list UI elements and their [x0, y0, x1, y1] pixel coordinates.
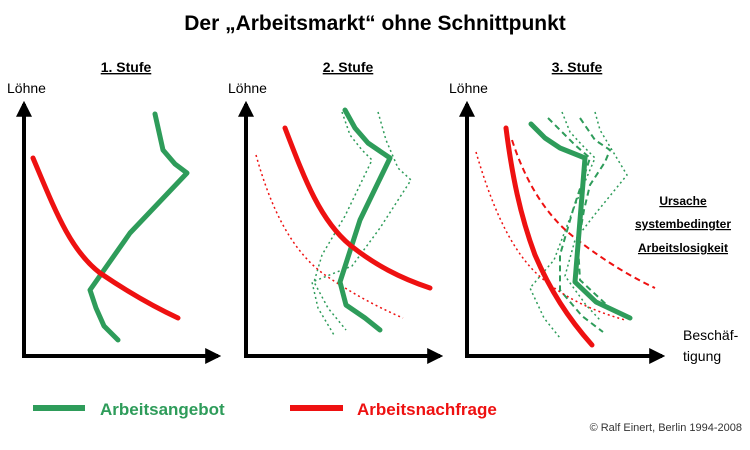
panel-3-y-axis-label: Löhne [449, 80, 488, 96]
panel-1-demand-curve [30, 155, 181, 321]
x-axis-label-line-1: Beschäf- [683, 327, 739, 343]
panel-3-dashed-supply-curve-2 [547, 117, 604, 333]
panel-3-dotted-supply-curve-2 [529, 111, 596, 339]
copyright-text: © Ralf Einert, Berlin 1994-2008 [590, 422, 742, 434]
annotation-line-2: systembedingter [635, 217, 731, 231]
panel-3-dotted-supply-curve-1 [564, 111, 628, 321]
panel-2-shifted-supply-curve-2 [313, 111, 373, 331]
panel-3-supply-curve [528, 121, 633, 321]
panel-3-axes [459, 100, 666, 364]
x-axis-label-line-2: tigung [683, 348, 721, 364]
panel-2-supply-curve [337, 107, 393, 333]
panel-1-supply-curve [87, 111, 190, 343]
panel-3-demand-curve [503, 125, 595, 348]
panel-2-shifted-supply-curve-1 [311, 111, 412, 336]
annotation-line-1: Ursache [659, 194, 707, 208]
panel-1-heading: 1. Stufe [101, 59, 152, 75]
panel-2-shifted-demand-curve [255, 154, 404, 319]
diagram-title: Der „Arbeitsmarkt“ ohne Schnittpunkt [184, 12, 566, 35]
panel-1-axes [16, 100, 222, 364]
panel-3-dotted-demand-curve [475, 151, 626, 321]
panel-2-y-axis-label: Löhne [228, 80, 267, 96]
panel-2-axes [238, 100, 444, 364]
legend-demand-label: Arbeitsnachfrage [357, 400, 497, 419]
panel-3-dashed-supply-curve-1 [576, 117, 631, 319]
panel-1-y-axis-label: Löhne [7, 80, 46, 96]
annotation-line-3: Arbeitslosigkeit [638, 241, 728, 255]
panel-3-dashed-demand-curve [511, 139, 656, 289]
legend-supply-label: Arbeitsangebot [100, 400, 225, 419]
panel-3-heading: 3. Stufe [552, 59, 603, 75]
panel-2-demand-curve [282, 125, 433, 291]
panel-2-heading: 2. Stufe [323, 59, 374, 75]
